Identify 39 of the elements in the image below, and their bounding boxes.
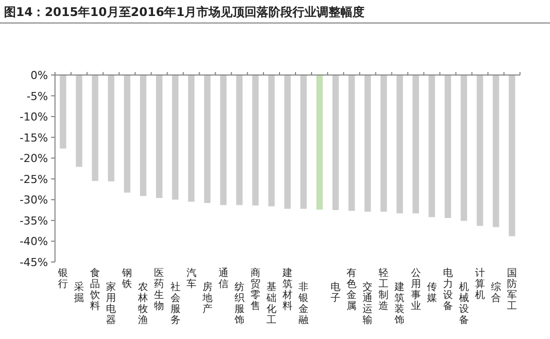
x-tick-label: 机械设备 bbox=[458, 281, 469, 326]
y-tick-label: -10% bbox=[20, 110, 48, 124]
y-tick-label: -40% bbox=[20, 235, 48, 248]
x-tick-label: 汽车 bbox=[186, 267, 196, 290]
x-tick-label: 轻工制造 bbox=[378, 267, 389, 312]
x-tick-label: 纺织服饰 bbox=[233, 281, 244, 326]
x-tick-label: 交通运输 bbox=[362, 281, 373, 326]
x-tick-label: 农林牧渔 bbox=[137, 282, 148, 326]
x-tick-label: 医药生物 bbox=[154, 268, 164, 312]
x-tick-label: 通信 bbox=[218, 267, 228, 290]
x-tick-label: 电子 bbox=[330, 281, 341, 304]
chart-title: 图14：2015年10月至2016年1月市场见顶回落阶段行业调整幅度 bbox=[4, 5, 365, 19]
x-tick-label: 有色金属 bbox=[346, 267, 357, 312]
x-tick-label: 钢铁 bbox=[121, 268, 132, 290]
y-tick-label: 0% bbox=[30, 69, 48, 82]
y-tick-label: -45% bbox=[20, 256, 48, 269]
x-tick-label: 房地产 bbox=[201, 281, 212, 315]
x-tick-label: 综合 bbox=[490, 281, 501, 304]
x-tick-label: 商贸零售 bbox=[250, 267, 260, 312]
y-tick-label: -20% bbox=[20, 152, 48, 166]
y-tick-label: -35% bbox=[20, 214, 48, 228]
x-tick-label: 建筑装饰 bbox=[394, 281, 405, 326]
x-tick-label: 传媒 bbox=[426, 282, 437, 304]
x-tick-label: 采掘 bbox=[74, 281, 84, 304]
x-tick-label: 家用电器 bbox=[106, 281, 116, 326]
x-tick-label: 银行 bbox=[57, 268, 68, 290]
y-tick-label: -15% bbox=[20, 131, 48, 144]
x-tick-label: 食品饮料 bbox=[89, 267, 100, 312]
x-tick-label: 电力设备 bbox=[442, 267, 453, 312]
x-tick-label: 基础化工 bbox=[265, 281, 276, 326]
x-tick-label: 国防军工 bbox=[506, 268, 517, 312]
y-tick-label: -25% bbox=[20, 172, 48, 186]
x-tick-label: 计算机 bbox=[474, 267, 485, 301]
x-tick-label: 社会服务 bbox=[170, 281, 180, 326]
x-tick-label: 建筑材料 bbox=[282, 267, 292, 312]
y-tick-label: -5% bbox=[26, 90, 48, 103]
y-tick-label: -30% bbox=[20, 194, 48, 207]
x-tick-label: 公用事业 bbox=[410, 267, 421, 312]
x-tick-label: 非银金融 bbox=[298, 281, 309, 326]
